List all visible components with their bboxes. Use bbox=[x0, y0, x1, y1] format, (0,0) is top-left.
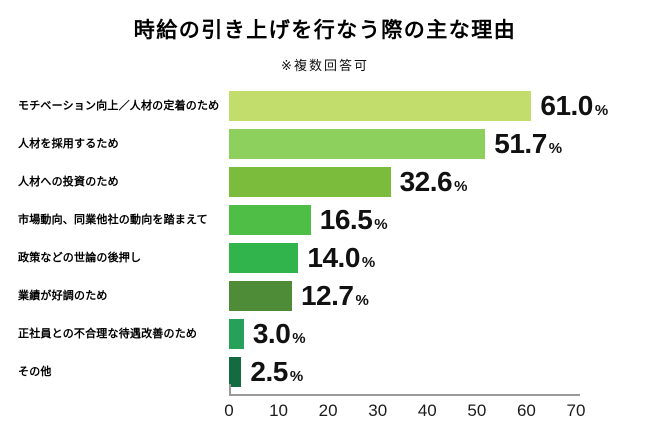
value-unit: % bbox=[454, 177, 468, 195]
category-label: 人材への投資のため bbox=[18, 175, 119, 188]
value-label: 14.0% bbox=[307, 242, 376, 273]
value-number: 2.5 bbox=[250, 356, 288, 387]
bar-track: 3.0% bbox=[229, 318, 650, 349]
bar-track: 12.7% bbox=[229, 280, 650, 311]
bar-track: 32.6% bbox=[229, 166, 650, 197]
value-number: 32.6 bbox=[399, 166, 453, 197]
chart-title: 時給の引き上げを行なう際の主な理由 bbox=[133, 19, 517, 42]
value-unit: % bbox=[355, 291, 369, 309]
value-unit: % bbox=[594, 101, 609, 119]
table-row: モチベーション向上／人材の定着のため 61.0% bbox=[0, 90, 650, 121]
category-label: 業績が好調のため bbox=[18, 289, 108, 302]
category-label: 正社員との不合理な待遇改善のため bbox=[18, 327, 198, 340]
value-unit: % bbox=[289, 367, 304, 385]
x-axis-tick-label: 10 bbox=[269, 401, 289, 420]
value-label: 61.0% bbox=[540, 90, 609, 121]
bar bbox=[229, 243, 299, 273]
table-row: 業績が好調のため 12.7% bbox=[0, 280, 650, 311]
bar bbox=[229, 205, 311, 235]
category-label: 人材を採用するため bbox=[18, 137, 119, 150]
value-number: 3.0 bbox=[252, 318, 291, 349]
bar bbox=[229, 167, 391, 197]
bar-track: 16.5% bbox=[229, 204, 650, 235]
value-label: 32.6% bbox=[399, 166, 468, 197]
value-unit: % bbox=[548, 139, 563, 157]
x-axis-tick-label: 0 bbox=[224, 401, 234, 420]
bar-track: 61.0% bbox=[229, 90, 650, 121]
category-label: 政策などの世論の後押し bbox=[18, 251, 142, 264]
category-label: モチベーション向上／人材の定着のため bbox=[18, 99, 220, 112]
table-row: 政策などの世論の後押し 14.0% bbox=[0, 242, 650, 273]
bar bbox=[229, 129, 486, 159]
value-unit: % bbox=[292, 329, 306, 347]
value-label: 12.7% bbox=[300, 280, 369, 311]
value-number: 51.7 bbox=[494, 128, 547, 159]
value-number: 16.5 bbox=[319, 204, 373, 235]
value-number: 12.7 bbox=[300, 280, 354, 311]
bar bbox=[229, 91, 532, 121]
bar bbox=[229, 281, 292, 311]
value-number: 14.0 bbox=[307, 242, 360, 273]
value-unit: % bbox=[361, 253, 376, 271]
table-row: 人材への投資のため 32.6% bbox=[0, 166, 650, 197]
value-number: 61.0 bbox=[540, 90, 593, 121]
table-row: 正社員との不合理な待遇改善のため 3.0% bbox=[0, 318, 650, 349]
x-axis-line bbox=[229, 394, 580, 396]
category-label: 市場動向、同業他社の動向を踏まえて bbox=[18, 213, 208, 226]
x-axis-tick-label: 60 bbox=[516, 401, 536, 420]
table-row: 人材を採用するため 51.7% bbox=[0, 128, 650, 159]
bar bbox=[229, 319, 244, 349]
x-axis-tick-label: 40 bbox=[417, 401, 437, 420]
bar bbox=[229, 357, 242, 387]
value-label: 3.0% bbox=[252, 318, 306, 349]
chart-subtitle: ※複数回答可 bbox=[281, 58, 369, 73]
x-axis-tick-label: 50 bbox=[467, 401, 487, 420]
x-axis-tick-label: 20 bbox=[318, 401, 338, 420]
bar-track: 14.0% bbox=[229, 242, 650, 273]
value-label: 51.7% bbox=[494, 128, 563, 159]
bar-track: 2.5% bbox=[229, 356, 650, 387]
category-label: その他 bbox=[18, 365, 52, 378]
value-label: 16.5% bbox=[319, 204, 388, 235]
table-row: 市場動向、同業他社の動向を踏まえて 16.5% bbox=[0, 204, 650, 235]
table-row: その他 2.5% bbox=[0, 356, 650, 387]
value-unit: % bbox=[374, 215, 388, 233]
x-axis-tick-label: 30 bbox=[368, 401, 388, 420]
x-axis-tick-label: 70 bbox=[566, 401, 586, 420]
bar-rows: モチベーション向上／人材の定着のため 61.0% 人材を採用するため 51.7% 人材へ… bbox=[0, 90, 650, 395]
bar-track: 51.7% bbox=[229, 128, 650, 159]
value-label: 2.5% bbox=[250, 356, 304, 387]
x-axis-zero-tick bbox=[229, 384, 231, 394]
